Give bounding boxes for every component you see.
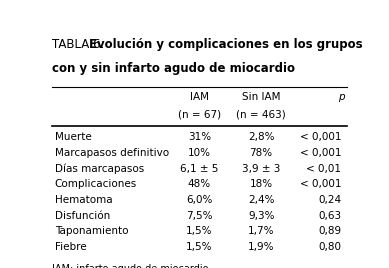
Text: Marcapasos definitivo: Marcapasos definitivo bbox=[54, 148, 169, 158]
Text: 31%: 31% bbox=[188, 132, 211, 142]
Text: 18%: 18% bbox=[250, 179, 273, 189]
Text: 3,9 ± 3: 3,9 ± 3 bbox=[242, 163, 280, 174]
Text: 0,80: 0,80 bbox=[318, 242, 341, 252]
Text: 7,5%: 7,5% bbox=[186, 211, 213, 221]
Text: 1,9%: 1,9% bbox=[248, 242, 274, 252]
Text: Días marcapasos: Días marcapasos bbox=[54, 163, 144, 174]
Text: Complicaciones: Complicaciones bbox=[54, 179, 137, 189]
Text: 0,63: 0,63 bbox=[318, 211, 341, 221]
Text: Taponamiento: Taponamiento bbox=[54, 226, 128, 236]
Text: TABLA 6.: TABLA 6. bbox=[52, 38, 104, 51]
Text: 2,8%: 2,8% bbox=[248, 132, 274, 142]
Text: 2,4%: 2,4% bbox=[248, 195, 274, 205]
Text: < 0,001: < 0,001 bbox=[300, 132, 341, 142]
Text: 6,1 ± 5: 6,1 ± 5 bbox=[180, 163, 219, 174]
Text: 1,5%: 1,5% bbox=[186, 242, 213, 252]
Text: 0,89: 0,89 bbox=[318, 226, 341, 236]
Text: 10%: 10% bbox=[188, 148, 211, 158]
Text: 0,24: 0,24 bbox=[318, 195, 341, 205]
Text: Muerte: Muerte bbox=[54, 132, 91, 142]
Text: 1,7%: 1,7% bbox=[248, 226, 274, 236]
Text: (n = 67): (n = 67) bbox=[178, 110, 221, 120]
Text: < 0,01: < 0,01 bbox=[306, 163, 341, 174]
Text: 78%: 78% bbox=[250, 148, 273, 158]
Text: con y sin infarto agudo de miocardio: con y sin infarto agudo de miocardio bbox=[52, 62, 294, 75]
Text: < 0,001: < 0,001 bbox=[300, 179, 341, 189]
Text: IAM: infarto agudo de miocardio.: IAM: infarto agudo de miocardio. bbox=[52, 264, 211, 268]
Text: 48%: 48% bbox=[188, 179, 211, 189]
Text: 6,0%: 6,0% bbox=[186, 195, 212, 205]
Text: 9,3%: 9,3% bbox=[248, 211, 274, 221]
Text: Sin IAM: Sin IAM bbox=[242, 92, 280, 102]
Text: Hematoma: Hematoma bbox=[54, 195, 112, 205]
Text: Fiebre: Fiebre bbox=[54, 242, 86, 252]
Text: 1,5%: 1,5% bbox=[186, 226, 213, 236]
Text: IAM: IAM bbox=[190, 92, 209, 102]
Text: Disfunción: Disfunción bbox=[54, 211, 110, 221]
Text: < 0,001: < 0,001 bbox=[300, 148, 341, 158]
Text: Evolución y complicaciones en los grupos: Evolución y complicaciones en los grupos bbox=[89, 38, 363, 51]
Text: (n = 463): (n = 463) bbox=[236, 110, 286, 120]
Text: p: p bbox=[338, 92, 344, 102]
